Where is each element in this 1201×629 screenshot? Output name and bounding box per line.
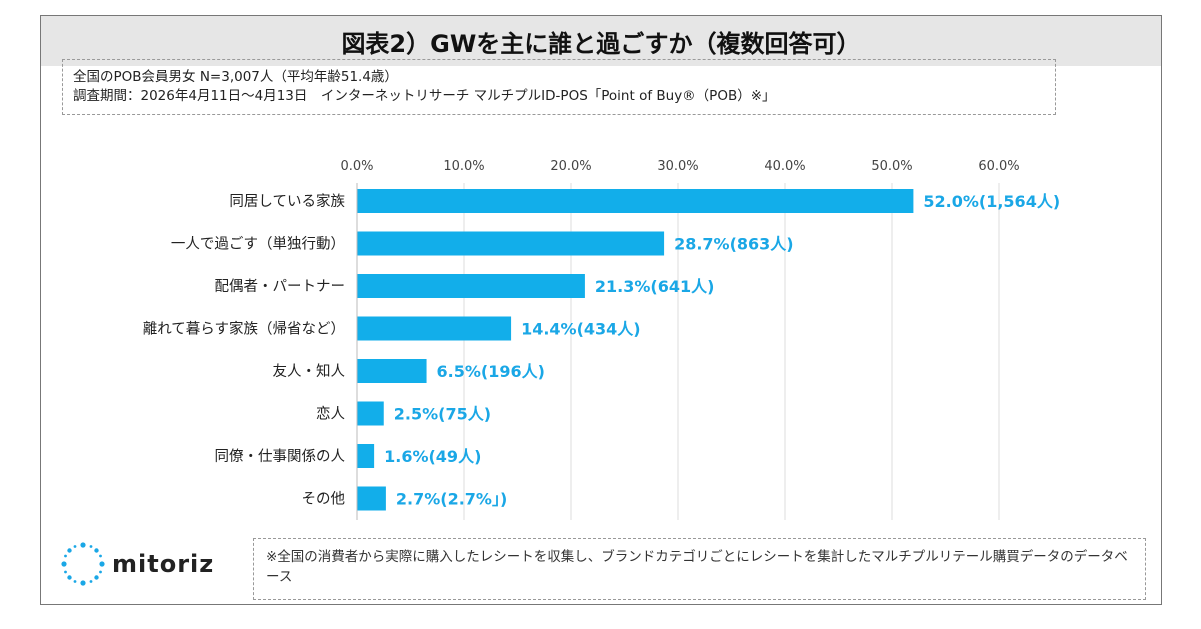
- category-label: その他: [302, 491, 346, 508]
- bar: [357, 189, 914, 213]
- x-tick-label: 10.0%: [443, 159, 484, 174]
- bar: [357, 274, 585, 298]
- bar: [357, 486, 386, 511]
- sparkle-logo-icon: [61, 542, 105, 586]
- x-tick-label: 30.0%: [657, 159, 698, 174]
- category-label: 恋人: [316, 405, 345, 423]
- bar: [357, 444, 375, 468]
- category-label: 同居している家族: [229, 193, 345, 210]
- x-tick-label: 50.0%: [871, 159, 912, 174]
- category-label: 同僚・仕事関係の人: [215, 448, 346, 465]
- data-label: 14.4%(434人): [521, 320, 641, 339]
- bar: [357, 401, 384, 426]
- bar: [357, 231, 665, 256]
- data-label: 21.3%(641人): [595, 277, 715, 296]
- bar: [357, 316, 512, 341]
- data-label: 1.6%(49人): [384, 447, 481, 466]
- footnote: ※全国の消費者から実際に購入したレシートを収集し、ブランドカテゴリごとにレシート…: [253, 538, 1146, 600]
- x-tick-label: 20.0%: [550, 159, 591, 174]
- data-label: 6.5%(196人): [437, 362, 545, 381]
- bar: [357, 359, 427, 383]
- survey-info-box: 全国のPOB会員男女 N=3,007人（平均年齢51.4歳） 調査期間：2026…: [62, 59, 1056, 115]
- x-tick-label: 60.0%: [978, 159, 1019, 174]
- chart-title: 図表2）GWを主に誰と過ごすか（複数回答可）: [41, 16, 1161, 66]
- category-label: 一人で過ごす（単独行動）: [171, 236, 345, 253]
- category-label: 離れて暮らす家族（帰省など）: [143, 320, 345, 338]
- data-label: 52.0%(1,564人): [923, 192, 1060, 211]
- x-tick-label: 0.0%: [340, 159, 373, 174]
- data-label: 2.5%(75人): [394, 405, 491, 424]
- data-label: 2.7%(2.7%」): [396, 490, 507, 509]
- chart-frame: 図表2）GWを主に誰と過ごすか（複数回答可）: [40, 15, 1162, 605]
- x-tick-label: 40.0%: [764, 159, 805, 174]
- survey-info-line-1: 全国のPOB会員男女 N=3,007人（平均年齢51.4歳）: [73, 69, 398, 85]
- mitoriz-logo: mitoriz: [60, 541, 214, 587]
- category-label: 友人・知人: [273, 363, 346, 380]
- category-label: 配偶者・パートナー: [215, 278, 346, 295]
- logo-text: mitoriz: [112, 550, 215, 578]
- data-label: 28.7%(863人): [674, 235, 794, 254]
- survey-info-line-2: 調査期間：2026年4月11日〜4月13日 インターネットリサーチ マルチプルI…: [73, 88, 776, 104]
